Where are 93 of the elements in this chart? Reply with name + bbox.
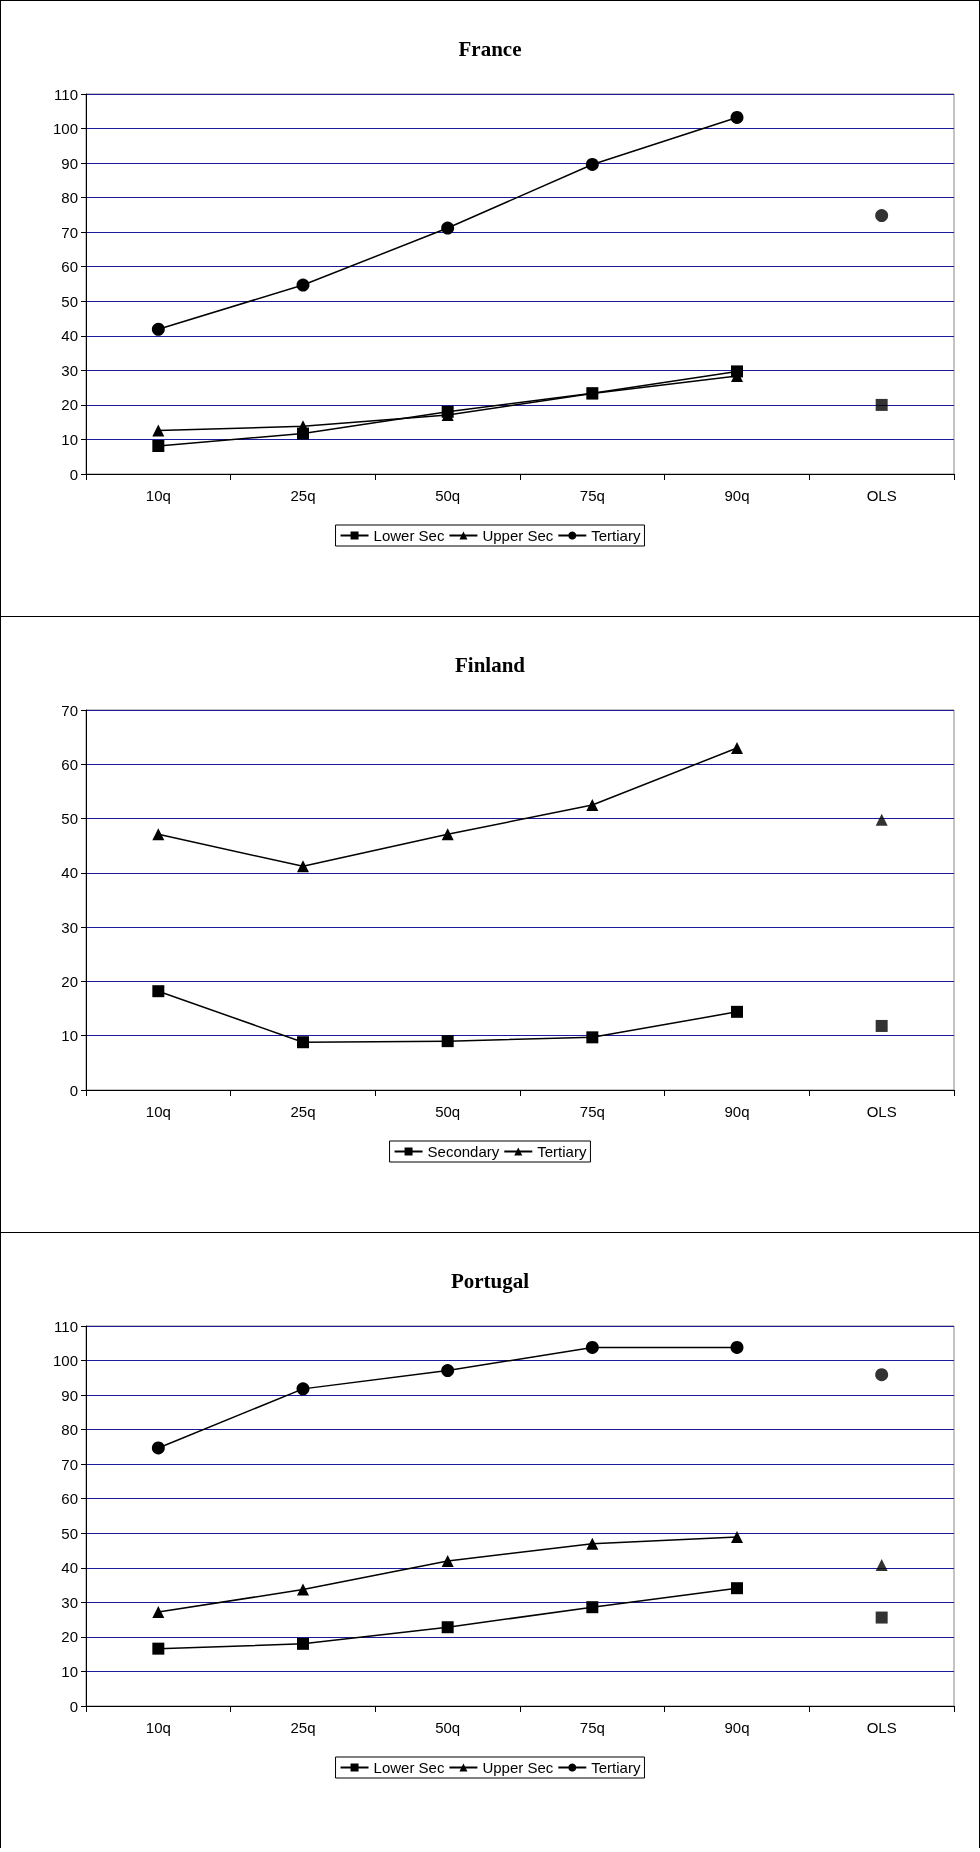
legend-label: Upper Sec: [482, 527, 554, 544]
x-tick-label: 90q: [724, 1719, 750, 1736]
y-tick-label: 20: [61, 972, 78, 990]
y-tick-label: 110: [54, 85, 78, 103]
point: [441, 828, 454, 841]
y-tick-label: 110: [54, 1317, 78, 1335]
point: [730, 110, 744, 124]
y-tick-label: 40: [61, 1559, 78, 1577]
x-tick-label: 75q: [579, 487, 605, 504]
y-tick-label: 30: [61, 361, 78, 379]
y-tick-label: 50: [61, 292, 78, 310]
y-tick-label: 90: [61, 1386, 78, 1404]
y-tick-label: 90: [61, 154, 78, 172]
y-tick-label: 60: [61, 1490, 78, 1508]
point: [586, 1031, 599, 1044]
point: [297, 1637, 309, 1650]
point: [731, 1005, 743, 1018]
y-tick-label: 60: [61, 755, 78, 773]
y-tick-label: 100: [52, 1352, 78, 1370]
legend-label: Lower Sec: [373, 1759, 445, 1776]
point: [730, 1340, 744, 1354]
point: [586, 1537, 599, 1550]
y-tick-label: 80: [61, 189, 78, 207]
x-tick-label: 90q: [724, 1103, 750, 1120]
point: [152, 828, 165, 841]
chart-title: Portugal: [450, 1268, 530, 1293]
point: [296, 1382, 310, 1396]
y-tick-label: 10: [61, 1027, 78, 1045]
point: [731, 742, 743, 754]
point: [151, 1441, 165, 1455]
y-tick-label: 30: [61, 1593, 78, 1611]
point: [586, 799, 599, 811]
point: [586, 1601, 599, 1614]
x-tick-label: OLS: [866, 487, 897, 504]
legend-label: Tertiary: [537, 1143, 587, 1160]
y-tick-label: 40: [61, 327, 78, 345]
point: [441, 1554, 454, 1567]
legend-label: Upper Sec: [482, 1759, 554, 1776]
y-tick-label: 50: [61, 810, 78, 828]
y-tick-label: 0: [69, 465, 78, 483]
x-tick-label: OLS: [866, 1103, 897, 1120]
y-tick-label: 70: [61, 223, 78, 241]
y-tick-label: 40: [61, 864, 78, 882]
point: [585, 1340, 599, 1354]
point: [731, 1582, 743, 1595]
y-tick-label: 20: [61, 1628, 78, 1646]
point: [297, 1583, 309, 1596]
y-tick-label: 50: [61, 1524, 78, 1542]
y-tick-label: 20: [61, 396, 78, 414]
x-tick-label: 10q: [145, 487, 171, 504]
x-tick-label: 25q: [290, 487, 316, 504]
x-tick-label: 25q: [290, 1719, 316, 1736]
point: [441, 1035, 454, 1048]
x-tick-label: 90q: [724, 487, 750, 504]
legend-label: Tertiary: [591, 1759, 641, 1776]
point: [297, 1036, 309, 1049]
x-tick-label: OLS: [866, 1719, 897, 1736]
y-tick-label: 60: [61, 258, 78, 276]
point: [731, 1531, 743, 1544]
point: [585, 157, 599, 171]
y-tick-label: 0: [69, 1697, 78, 1715]
x-tick-label: 50q: [435, 487, 461, 504]
point: [152, 424, 165, 437]
point: [152, 1642, 165, 1655]
y-tick-label: 0: [69, 1081, 78, 1099]
x-tick-label: 10q: [145, 1719, 171, 1736]
x-tick-label: 75q: [579, 1103, 605, 1120]
point: [152, 440, 165, 453]
x-tick-label: 10q: [145, 1103, 171, 1120]
y-tick-label: 10: [61, 430, 78, 448]
point: [152, 1606, 165, 1619]
y-tick-label: 70: [61, 701, 78, 719]
y-tick-label: 10: [61, 1662, 78, 1680]
legend-label: Lower Sec: [373, 527, 445, 544]
legend-label: Tertiary: [591, 527, 641, 544]
legend-label: Secondary: [427, 1143, 500, 1160]
y-tick-label: 100: [52, 120, 78, 138]
x-tick-label: 50q: [435, 1103, 461, 1120]
x-tick-label: 25q: [290, 1103, 316, 1120]
point: [441, 221, 455, 235]
x-tick-label: 75q: [579, 1719, 605, 1736]
y-tick-label: 70: [61, 1455, 78, 1473]
point: [151, 322, 165, 336]
point: [441, 1364, 455, 1378]
y-tick-label: 30: [61, 918, 78, 936]
point: [152, 985, 165, 998]
point: [297, 860, 309, 873]
point: [441, 1621, 454, 1634]
chart-title: France: [458, 36, 522, 61]
point: [296, 278, 310, 292]
y-tick-label: 80: [61, 1421, 78, 1439]
x-tick-label: 50q: [435, 1719, 461, 1736]
chart-title: Finland: [454, 652, 526, 677]
